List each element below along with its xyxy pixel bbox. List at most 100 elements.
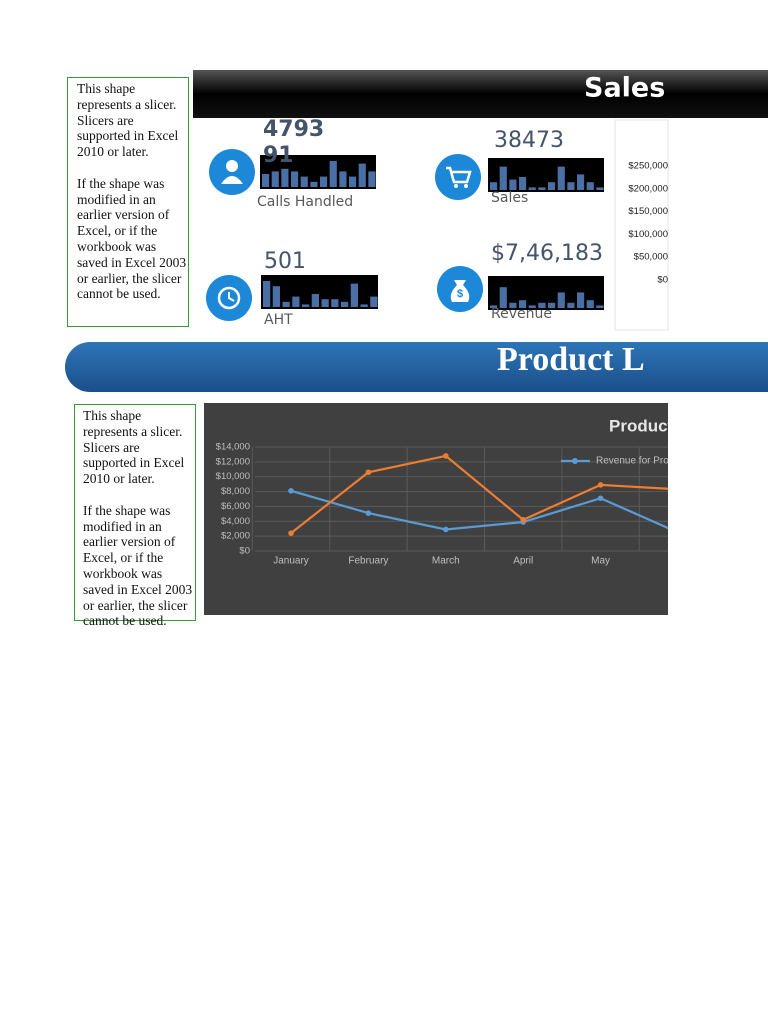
series-line [290, 454, 668, 535]
sparkline-bar [519, 300, 527, 308]
kpi-value: 501 [264, 249, 306, 274]
sparkline-bar [528, 187, 536, 190]
y-tick-label: $100,000 [628, 229, 668, 240]
kpi-value: 479391 [263, 117, 325, 168]
header-banner [193, 70, 768, 118]
series-point [288, 530, 294, 536]
y-tick-label: $12,000 [216, 456, 250, 467]
kpi-value: $7,46,183 [491, 241, 603, 266]
slicer: This shape represents a slicer. Slicers … [74, 404, 196, 628]
y-tick-label: $150,000 [628, 206, 668, 217]
sparkline-bar [586, 182, 594, 190]
line-chart-area [204, 403, 668, 615]
sparkline-bar [490, 182, 498, 190]
sparkline-bar [567, 182, 575, 190]
series-point [675, 487, 681, 493]
x-tick-label: May [591, 556, 610, 567]
slicer-text: If the shape was modified in an earlier … [77, 175, 187, 302]
sparkline-bg [488, 276, 604, 310]
y-tick-label: $6,000 [221, 501, 250, 512]
sparkline-bar [538, 302, 546, 308]
sparkline-bar [577, 174, 585, 190]
sparkline-bg [260, 155, 376, 189]
sparkline-bar [300, 176, 308, 187]
sparkline-bar [538, 187, 546, 190]
sparkline-bar [339, 171, 347, 187]
slicer: This shape represents a slicer. Slicers … [67, 77, 189, 327]
product-banner [65, 342, 768, 392]
x-tick-label: April [513, 556, 533, 567]
sparkline-bar [331, 299, 339, 307]
slicer-text: This shape represents a slicer. Slicers … [77, 81, 179, 160]
y-tick-label: $2,000 [221, 531, 250, 542]
aht-icon-hands [228, 292, 235, 302]
series-point [675, 530, 681, 536]
sparkline-bar [499, 166, 507, 190]
legend-label: Revenue for Pro [596, 456, 669, 467]
series-point [597, 482, 604, 488]
sparkline-bar [302, 304, 310, 307]
sparkline-bar [291, 171, 299, 187]
calls-icon-head [226, 160, 238, 172]
series-point [443, 453, 449, 459]
slicer-text: If the shape was modified in an earlier … [83, 502, 193, 629]
y-tick-label: $0 [239, 546, 250, 557]
sparkline-bar [321, 299, 329, 307]
sparkline-bar [596, 187, 604, 190]
calls-icon-body [221, 176, 243, 184]
sparkline-bar [557, 166, 565, 190]
sparkline-bar [528, 305, 536, 308]
series-point [288, 488, 294, 494]
sales-icon-cart [446, 166, 472, 184]
sparkline-bar [586, 300, 594, 308]
kpi-value: 38473 [494, 128, 564, 153]
sparkline-bg [261, 275, 378, 309]
y-tick-label: $10,000 [216, 471, 250, 482]
kpi-label: AHT [264, 312, 293, 328]
sales-icon-wheel [464, 184, 468, 188]
bar-chart-frame [614, 119, 669, 331]
sparkline-bar [519, 177, 527, 190]
sparkline-bar [329, 161, 337, 187]
series-point [365, 510, 372, 516]
kpi-label: Revenue [491, 306, 552, 322]
series-point [597, 495, 604, 502]
series-point [443, 526, 449, 533]
sparkline-bar [577, 292, 585, 308]
slicer-text: This shape represents a slicer. Slicers … [83, 408, 185, 487]
legend-marker [572, 458, 578, 464]
sparkline-bar [557, 292, 565, 308]
line-chart-title: Product [609, 416, 674, 435]
x-tick-label: March [432, 556, 460, 567]
revenue-icon-bag [450, 280, 470, 302]
product-banner-title: Product L [497, 341, 645, 378]
sparkline-bar [548, 182, 556, 190]
sparkline-bar [370, 296, 378, 307]
sparkline-bar [281, 168, 289, 187]
sparkline-bar [548, 302, 556, 308]
sparkline-bar [292, 296, 300, 307]
revenue-icon-symbol: $ [457, 288, 463, 300]
sales-icon-wheel [454, 184, 458, 188]
y-tick-label: $0 [657, 275, 668, 286]
sparkline-bar [567, 302, 575, 308]
series-line [290, 489, 668, 531]
sparkline-bar [271, 171, 279, 187]
sparkline-bg [488, 158, 604, 192]
y-tick-label: $8,000 [221, 486, 250, 497]
sparkline-bar [596, 305, 604, 308]
y-tick-label: $4,000 [221, 516, 250, 527]
sparkline-bar [263, 281, 271, 307]
sparkline-bar [349, 176, 357, 187]
sparkline-bar [341, 301, 349, 307]
y-tick-label: $50,000 [634, 252, 668, 263]
x-tick-label: February [348, 556, 388, 567]
header-title: Sales I [584, 73, 685, 104]
series-point [365, 469, 372, 476]
sparkline-bar [358, 163, 366, 187]
sparkline-bar [509, 302, 517, 308]
kpi-label: Calls Handled [257, 194, 353, 210]
sparkline-bar [310, 181, 318, 187]
